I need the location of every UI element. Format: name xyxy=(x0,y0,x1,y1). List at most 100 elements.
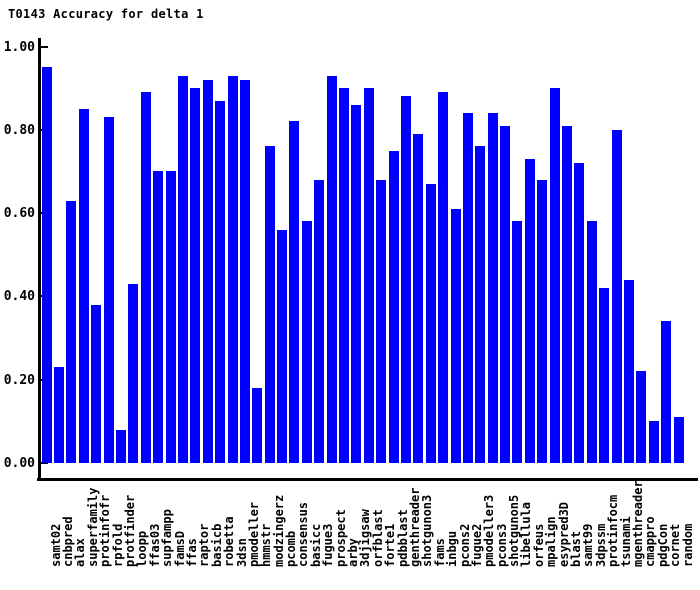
x-tick-label-text: alax xyxy=(73,538,88,567)
bar-robetta xyxy=(215,101,226,463)
x-tick-label-text: consensus xyxy=(296,501,311,567)
bar-superfamily xyxy=(78,109,89,463)
x-tick-label-text: prospect xyxy=(333,509,348,567)
x-tick-label-text: raptor xyxy=(197,523,212,567)
x-tick-label-text: basicb xyxy=(209,523,224,567)
y-tick-label: 0.20 xyxy=(3,372,35,388)
bar-samt99 xyxy=(574,163,585,463)
bar-pcons3 xyxy=(487,113,498,463)
x-tick-label-text: mpalign xyxy=(544,516,559,567)
bar-cnbpred xyxy=(54,367,64,463)
x-tick-label-text: basicc xyxy=(308,523,323,567)
bar-3djigsaw xyxy=(351,105,362,463)
bar-arby xyxy=(339,88,349,463)
y-tick-label: 0.60 xyxy=(3,206,35,222)
x-tick-label-text: protinfocm xyxy=(606,494,621,567)
x-tick-label-text: cmappro xyxy=(643,516,658,567)
bar-pdbblast xyxy=(388,151,399,463)
y-tick-mark xyxy=(41,462,48,464)
bar-tsunami xyxy=(611,130,622,463)
x-tick-label-text: orfeus xyxy=(531,523,546,567)
y-tick-mark xyxy=(41,45,48,48)
bar-3dpssm xyxy=(586,221,597,463)
x-tick-label-text: ffas03 xyxy=(147,523,162,567)
bar-pcons2 xyxy=(450,209,461,463)
bar-pmodeller xyxy=(239,80,250,463)
bar-orfeus xyxy=(524,159,535,463)
x-tick-label-text: libellula xyxy=(519,501,534,567)
x-tick-label-text: inbgu xyxy=(445,530,460,567)
x-tick-label-text: cornet xyxy=(668,523,683,567)
bar-cornet xyxy=(661,321,672,463)
bar-samt02 xyxy=(41,67,52,463)
x-tick-label-text: pcons2 xyxy=(457,523,472,567)
bar-fugue3 xyxy=(314,180,325,463)
x-tick-label-text: tsunami xyxy=(618,516,633,567)
x-tick-label-text: orfblast xyxy=(370,509,385,567)
x-tick-label-text: 3djigsaw xyxy=(358,509,373,567)
x-tick-label-text: forte1 xyxy=(383,523,398,567)
x-tick-label-text: random xyxy=(680,523,695,567)
bar-protfinder xyxy=(115,430,126,463)
x-tick-label-text: superfamily xyxy=(85,487,100,567)
bar-esypred3D xyxy=(549,88,560,463)
x-tick-label-text: protinfofr xyxy=(98,494,113,567)
x-tick-label-text: rpfold xyxy=(110,523,125,567)
bar-fugue2 xyxy=(462,113,473,463)
x-tick-label-text: pmodeller3 xyxy=(482,494,497,567)
bar-mpalign xyxy=(537,180,548,463)
x-tick-label-text: esypred3D xyxy=(556,501,571,567)
bar-cmappro xyxy=(636,371,647,463)
x-tick-label-text: pmodeller xyxy=(246,501,261,567)
x-tick-label-text: hmmstr xyxy=(259,523,274,567)
bar-hmmstr xyxy=(252,388,263,463)
chart-title: T0143 Accuracy for delta 1 xyxy=(8,7,204,21)
bar-fams xyxy=(425,184,436,463)
bar-raptor xyxy=(190,88,201,463)
bar-libellula xyxy=(512,221,523,463)
bar-inbgu xyxy=(438,92,449,463)
x-tick-label-text: samt02 xyxy=(48,523,63,567)
bar-modzingerz xyxy=(264,146,275,463)
bar-consensus xyxy=(289,121,300,463)
x-tick-label-text: loopp xyxy=(135,530,150,567)
bar-random xyxy=(673,417,684,463)
y-tick-label: 0.40 xyxy=(3,289,35,305)
x-tick-label-text: 3dsn xyxy=(234,538,249,567)
bar-pmodeller3 xyxy=(475,146,486,463)
bar-basicc xyxy=(301,221,312,463)
x-axis-line xyxy=(37,478,698,481)
x-tick-label-text: famsD xyxy=(172,530,187,567)
x-tick-label-text: pdbblast xyxy=(395,509,410,567)
y-axis-line xyxy=(38,38,41,481)
y-tick-label: 0.00 xyxy=(3,456,35,471)
bar-ffas xyxy=(177,76,188,463)
x-tick-label-text: shotgunon3 xyxy=(420,494,435,567)
x-tick-label-text: pcons3 xyxy=(494,523,509,567)
bar-blast xyxy=(562,126,572,463)
bar-supfampp xyxy=(153,171,164,463)
y-tick-label: 0.80 xyxy=(3,122,35,138)
bar-shotgunon5 xyxy=(500,126,510,463)
x-tick-label-text: 3dpssm xyxy=(593,523,608,567)
bar-alax xyxy=(66,201,77,463)
x-tick-label-text: fugue3 xyxy=(321,523,336,567)
bar-forte1 xyxy=(376,180,387,463)
bar-prospect xyxy=(326,76,337,463)
bar-protinfocm xyxy=(599,288,610,463)
bar-rpfold xyxy=(103,117,114,463)
y-tick-label: 1.00 xyxy=(3,39,35,55)
bar-shotgunon3 xyxy=(413,134,424,463)
bar-mgenthreader xyxy=(623,280,634,463)
bar-famsD xyxy=(165,171,176,463)
bar-3dsn xyxy=(227,76,238,463)
bar-loopp xyxy=(128,284,139,463)
x-tick-label-text: supfampp xyxy=(160,509,175,567)
x-tick-label-text: robetta xyxy=(222,516,237,567)
bar-ffas03 xyxy=(140,92,151,463)
bar-basicb xyxy=(202,80,213,463)
bar-pdgCon xyxy=(648,421,659,463)
x-tick-label-text: modzingerz xyxy=(271,494,286,567)
bar-pcomb xyxy=(277,230,287,463)
